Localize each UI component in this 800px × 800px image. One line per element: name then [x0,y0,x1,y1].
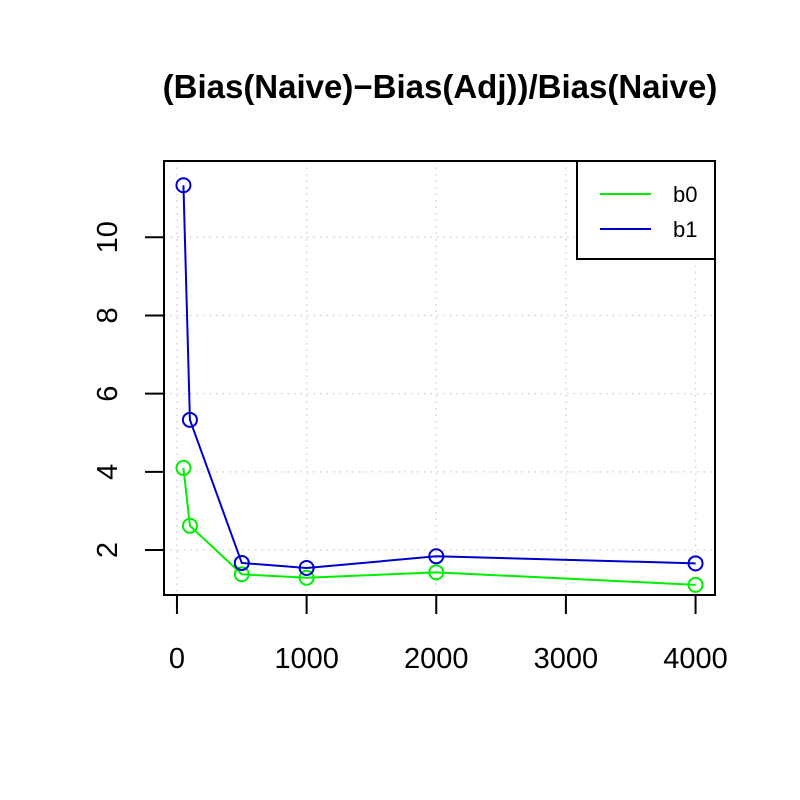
legend-label-b1: b1 [673,217,697,242]
data-point-b0 [428,564,445,581]
data-point-b1 [181,411,198,428]
y-tick-label: 6 [92,386,124,402]
x-tick-label: 4000 [663,643,728,675]
y-tick-label: 4 [92,464,124,480]
chart-title: (Bias(Naive)−Bias(Adj))/Bias(Naive) [163,68,718,105]
data-point-b0 [181,517,198,534]
x-axis: 0 1000 2000 3000 4000 [169,594,728,675]
data-point-b1 [298,560,315,577]
legend-box [576,160,716,260]
data-point-b1 [428,548,445,565]
y-tick-label: 10 [92,221,124,253]
x-tick-label: 3000 [534,643,599,675]
data-point-b0 [687,576,704,593]
series-line-b0 [182,467,696,586]
data-point-b1 [233,554,250,571]
y-axis: 2 4 6 8 10 [92,221,165,558]
series-layer [175,177,704,593]
data-point-b0 [175,459,192,476]
data-point-b0 [298,569,315,586]
x-tick-label: 2000 [404,643,469,675]
y-tick-label: 8 [92,307,124,323]
series-line-b1 [182,185,696,570]
data-point-b1 [175,177,192,194]
x-tick-label: 0 [169,643,185,675]
x-tick-label: 1000 [274,643,339,675]
y-tick-label: 2 [92,542,124,558]
legend-label-b0: b0 [673,182,697,207]
data-point-b0 [233,566,250,583]
data-point-b1 [687,555,704,572]
